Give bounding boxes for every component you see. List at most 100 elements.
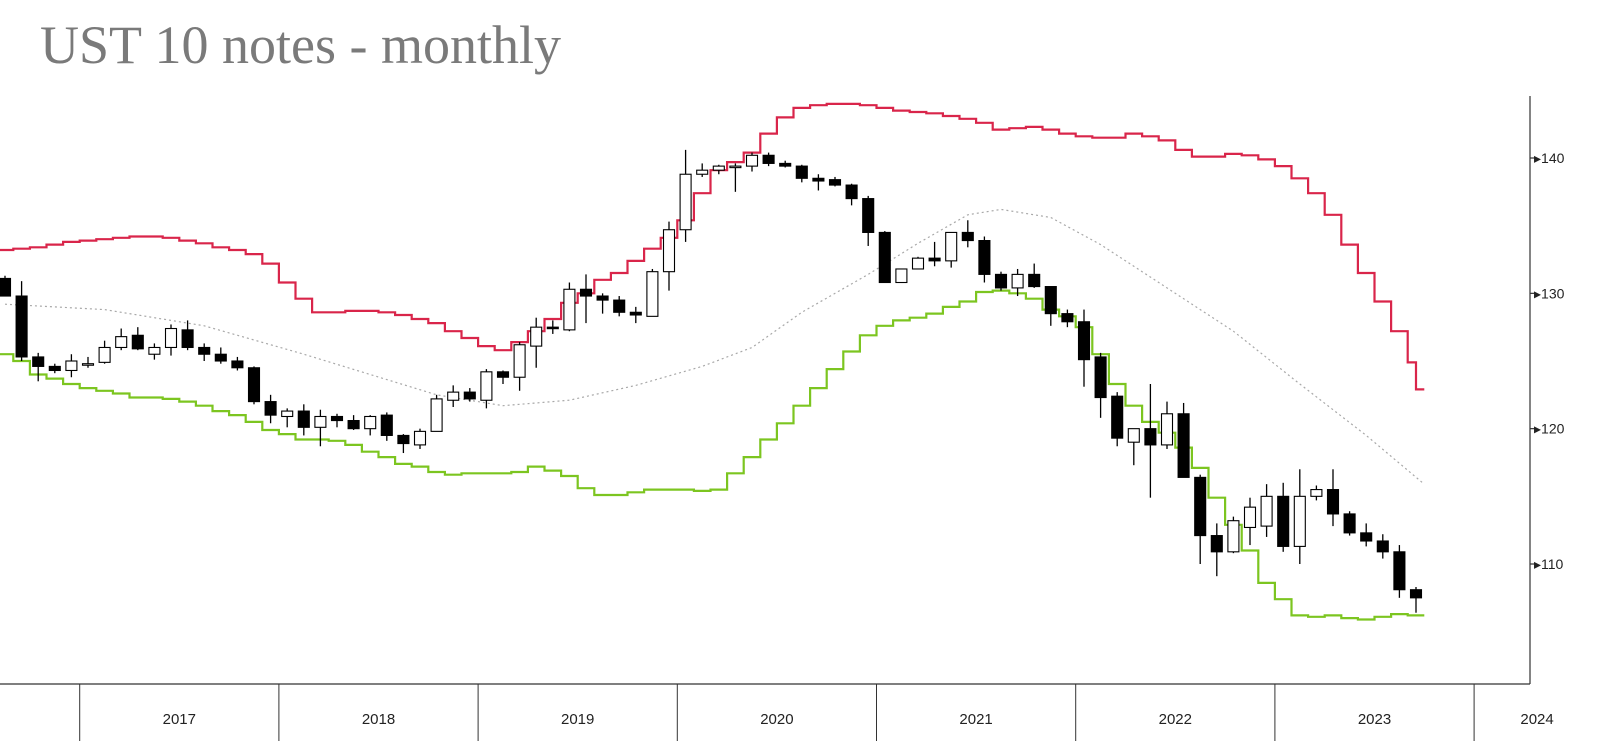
x-tick-label: 2018	[362, 711, 395, 728]
candle-body-up	[430, 398, 443, 432]
candle-body-down	[231, 360, 244, 369]
candle	[629, 306, 642, 324]
candle	[596, 293, 609, 314]
candle	[1277, 482, 1290, 552]
candle-body-down	[1409, 589, 1423, 599]
candle-body-up	[911, 257, 925, 270]
candle	[1409, 587, 1423, 613]
candle-body-up	[679, 173, 692, 231]
candle	[1210, 523, 1223, 577]
candle	[978, 236, 991, 283]
candle	[862, 195, 875, 246]
candle	[1293, 469, 1306, 564]
x-tick-label: 2022	[1159, 711, 1192, 728]
candle-body-down	[812, 177, 825, 182]
candle	[214, 347, 227, 364]
candle-body-down	[1111, 395, 1124, 439]
candle	[1393, 545, 1406, 598]
candle-body-up	[712, 165, 725, 171]
candle-body-up	[480, 371, 493, 401]
chart-title: UST 10 notes - monthly	[40, 15, 562, 75]
candle	[15, 281, 28, 361]
candle	[530, 317, 543, 368]
candle	[961, 220, 974, 248]
candle	[1044, 286, 1057, 326]
candle	[98, 340, 111, 364]
candle-body-up	[1243, 506, 1257, 529]
candle-body-down	[496, 371, 510, 378]
candle-body-up	[745, 154, 759, 167]
candle	[994, 271, 1008, 291]
candle	[32, 352, 45, 382]
candle-body-up	[1011, 273, 1024, 289]
candle-body-up	[563, 288, 576, 331]
candle-body-up	[1160, 413, 1174, 446]
candle-body-up	[413, 430, 427, 446]
candle	[696, 163, 709, 177]
candle	[314, 409, 327, 447]
candle-body-up	[1227, 520, 1240, 553]
candle	[480, 369, 493, 409]
candle-body-down	[0, 277, 12, 297]
candle	[546, 320, 559, 334]
candle	[579, 274, 593, 324]
candle	[430, 394, 443, 432]
candle	[646, 268, 659, 317]
candle-body-down	[762, 154, 775, 164]
candle	[1360, 523, 1373, 547]
y-tick-label: ▸110	[1534, 556, 1564, 572]
candle-body-up	[895, 268, 908, 284]
candle	[878, 231, 891, 284]
candle-body-down	[1194, 476, 1207, 537]
candle-body-down	[928, 257, 941, 262]
candle	[1077, 309, 1091, 387]
candle-body-down	[264, 401, 277, 416]
candle-body-down	[629, 311, 642, 316]
candle-body-down	[978, 240, 991, 275]
candle	[1061, 309, 1074, 328]
x-tick-label: 2021	[959, 711, 992, 728]
candle-body-up	[1127, 428, 1140, 443]
candle-body-down	[596, 295, 609, 301]
candle-body-down	[214, 353, 227, 362]
candle	[1127, 428, 1140, 466]
candle	[1194, 474, 1207, 564]
candle-body-down	[1077, 321, 1091, 361]
x-tick-label: 2017	[163, 711, 196, 728]
candle-body-up	[646, 271, 659, 317]
candle-body-down	[1177, 413, 1190, 478]
candle	[895, 268, 908, 284]
candles-layer	[0, 149, 1423, 613]
candle-body-down	[48, 365, 61, 372]
candle-body-down	[198, 346, 211, 355]
y-tick-label: ▸140	[1534, 150, 1565, 166]
candle-body-down	[1028, 273, 1041, 288]
candle	[330, 413, 344, 428]
candle	[1094, 352, 1107, 418]
candle	[1011, 268, 1024, 297]
x-tick-label: 2023	[1358, 711, 1391, 728]
candle-body-up	[662, 229, 676, 273]
candle	[1343, 511, 1356, 536]
candle-body-down	[330, 415, 344, 422]
candle	[1144, 384, 1157, 498]
candle	[795, 164, 808, 183]
candle-body-down	[380, 414, 393, 436]
candle-body-down	[1376, 540, 1389, 553]
candle	[0, 275, 12, 297]
candle-body-up	[98, 346, 111, 363]
candle	[164, 324, 178, 356]
candle-body-down	[1360, 532, 1373, 542]
y-tick-label: ▸130	[1534, 285, 1565, 301]
candle	[115, 328, 128, 351]
candle-body-down	[247, 367, 261, 403]
candle	[928, 241, 941, 267]
candle	[81, 356, 95, 368]
candle-body-down	[878, 231, 891, 284]
candle-body-down	[546, 326, 559, 330]
candle-body-down	[961, 231, 974, 242]
candle	[1260, 484, 1273, 537]
candle	[613, 296, 626, 317]
candle-body-up	[314, 415, 327, 428]
candle	[347, 415, 360, 431]
